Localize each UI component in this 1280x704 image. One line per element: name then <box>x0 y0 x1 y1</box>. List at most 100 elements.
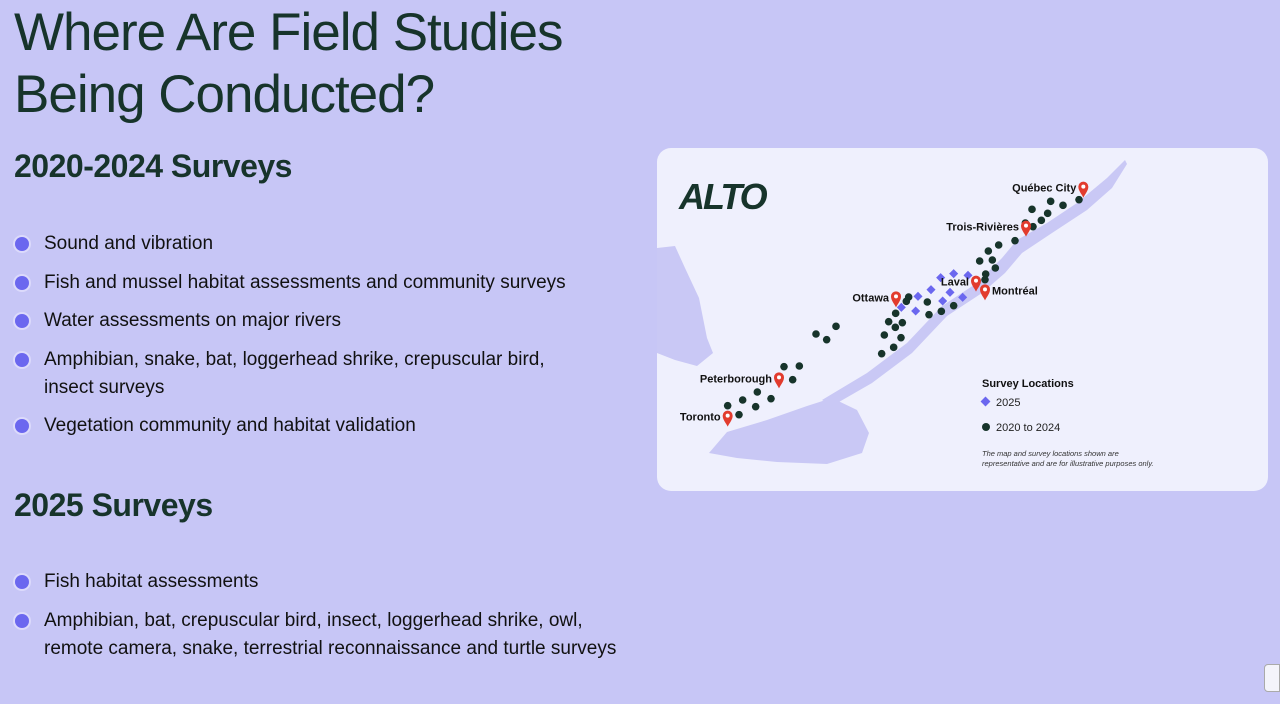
survey-dot-2020-2024 <box>753 388 762 396</box>
list-item-text: Amphibian, snake, bat, loggerhead shrike… <box>44 348 545 398</box>
bullet-icon <box>15 575 29 589</box>
survey-dot-2020-2024 <box>780 362 788 371</box>
scroll-handle[interactable] <box>1264 664 1280 692</box>
survey-dot-2020-2024 <box>788 375 797 384</box>
survey-dot-2020-2024 <box>898 318 907 327</box>
map-note: The map and survey locations shown are <box>982 449 1119 458</box>
location-pin-icon <box>774 372 784 389</box>
survey-dot-2020-2024 <box>735 410 743 419</box>
location-pin-icon <box>1078 181 1089 198</box>
survey-dot-2020-2024 <box>877 349 886 358</box>
survey-dot-2020-2024 <box>937 307 946 316</box>
pin-hole <box>777 375 781 380</box>
city-label: Ottawa <box>852 292 890 304</box>
list-item-text: Water assessments on major rivers <box>44 310 342 331</box>
survey-dot-2020-2024 <box>1011 236 1019 245</box>
survey-dot-2020-2024 <box>1046 197 1055 206</box>
list-2025: Fish habitat assessments Amphibian, bat,… <box>14 568 624 673</box>
survey-diamond-2025 <box>926 285 936 295</box>
city-label: Toronto <box>680 412 721 424</box>
survey-dot-2020-2024 <box>981 275 989 284</box>
survey-dot-2020-2024 <box>795 362 804 370</box>
survey-diamond-2025 <box>913 291 923 301</box>
st-lawrence-river <box>822 160 1127 406</box>
survey-map: Québec City Trois-Rivières Laval Montréal Ot… <box>657 160 1154 468</box>
map-card: Québec City Trois-Rivières Laval Montréal Ot… <box>657 148 1268 491</box>
city-label: Peterborough <box>700 373 772 385</box>
pin-hole <box>1024 223 1028 228</box>
survey-dot-2020-2024 <box>1075 195 1083 204</box>
list-item: Amphibian, bat, crepuscular bird, insect… <box>14 607 624 663</box>
survey-diamond-2025 <box>949 269 959 279</box>
survey-dot-2020-2024 <box>1059 201 1067 210</box>
pin-hole <box>983 287 987 292</box>
section-heading-2025: 2025 Surveys <box>14 487 213 523</box>
legend-2020-2024: 2020 to 2024 <box>996 422 1060 434</box>
survey-dot-2020-2024 <box>832 322 840 331</box>
survey-dot-2020-2024 <box>1028 205 1036 214</box>
legend-title: Survey Locations <box>982 378 1074 390</box>
list-item: Fish and mussel habitat assessments and … <box>14 269 624 297</box>
survey-dot-2020-2024 <box>994 241 1003 249</box>
survey-dot-2020-2024 <box>751 402 760 411</box>
survey-dot-2020-2024 <box>975 257 984 265</box>
city-label: Trois-Rivières <box>946 222 1019 234</box>
list-item: Amphibian, snake, bat, loggerhead shrike… <box>14 346 624 402</box>
survey-dot-2020-2024 <box>723 401 732 410</box>
survey-dot-2020-2024 <box>897 333 905 342</box>
location-pin-icon <box>1021 220 1031 237</box>
georgian-bay-water <box>657 246 713 366</box>
map-legend: Survey Locations 2025 2020 to 2024 The m… <box>980 378 1154 468</box>
bullet-icon <box>15 314 29 328</box>
survey-dot-2020-2024 <box>1043 209 1052 218</box>
survey-dot-2020-2024 <box>991 264 1000 272</box>
location-pin-icon <box>891 291 901 308</box>
list-item-text: Sound and vibration <box>44 233 214 254</box>
survey-diamond-2025 <box>911 306 921 316</box>
survey-dot-2020-2024 <box>1037 216 1046 225</box>
list-item: Vegetation community and habitat validat… <box>14 412 624 440</box>
survey-dot-2020-2024 <box>925 310 933 319</box>
survey-dot-2020-2024 <box>889 343 898 352</box>
location-pin-icon <box>722 410 733 427</box>
legend-dot-icon <box>982 423 990 431</box>
legend-diamond-icon <box>980 396 991 407</box>
pin-hole <box>1081 184 1086 189</box>
list-item-text: Amphibian, bat, crepuscular bird, insect… <box>44 609 617 659</box>
lake-ontario-water <box>709 398 869 464</box>
bullet-icon <box>15 419 29 433</box>
title-line: Where Are Field Studies <box>14 3 563 62</box>
alto-logo: ALTO <box>679 176 768 217</box>
survey-dot-2020-2024 <box>880 331 889 339</box>
survey-diamond-2025 <box>938 296 948 306</box>
location-pin-icon <box>980 284 990 301</box>
survey-dot-2020-2024 <box>988 256 997 264</box>
map-note: representative and are for illustrative … <box>982 459 1154 468</box>
survey-dot-2020-2024 <box>981 270 990 278</box>
page-title: Where Are Field Studies Being Conducted? <box>14 2 563 126</box>
bullet-icon <box>15 237 29 251</box>
survey-dot-2020-2024 <box>891 323 900 332</box>
pin-hole <box>725 413 730 418</box>
pin-hole <box>974 278 978 283</box>
list-item: Sound and vibration <box>14 230 624 258</box>
list-item-text: Vegetation community and habitat validat… <box>44 415 416 436</box>
survey-dot-2020-2024 <box>902 297 911 306</box>
survey-diamond-2025 <box>945 287 955 297</box>
list-2020-2024: Sound and vibration Fish and mussel habi… <box>14 230 624 451</box>
list-item-text: Fish and mussel habitat assessments and … <box>44 271 566 293</box>
survey-dot-2020-2024 <box>812 330 820 338</box>
survey-dot-2020-2024 <box>923 298 932 306</box>
survey-dot-2020-2024 <box>767 394 775 403</box>
bullet-icon <box>15 275 29 290</box>
city-label: Laval <box>941 277 969 289</box>
survey-dot-2020-2024 <box>1029 222 1037 231</box>
title-line: Being Conducted? <box>14 65 435 124</box>
bullet-icon <box>15 613 29 628</box>
survey-dot-2020-2024 <box>822 335 831 344</box>
city-label: Montréal <box>992 285 1038 297</box>
survey-dot-2020-2024 <box>884 317 893 326</box>
list-item-text: Fish habitat assessments <box>44 571 259 592</box>
list-item: Fish habitat assessments <box>14 568 624 596</box>
survey-dot-2020-2024 <box>738 396 747 404</box>
